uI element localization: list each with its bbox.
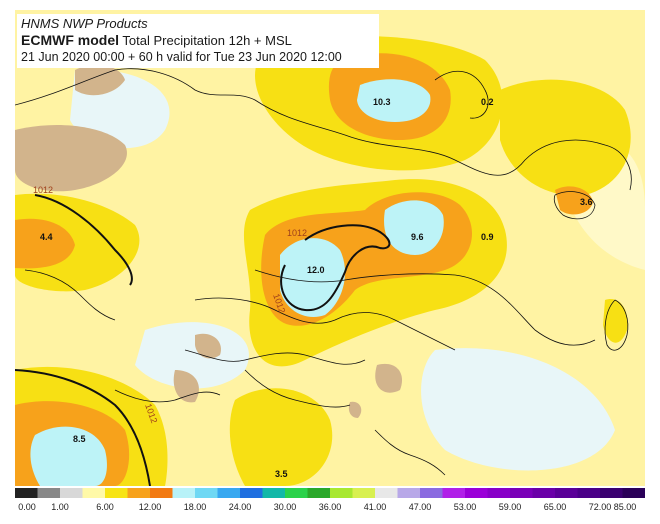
coastlines [15, 68, 632, 476]
colorbar-swatch [622, 488, 645, 498]
colorbar-swatch [532, 488, 556, 498]
colorbar-tick-label: 59.00 [498, 502, 522, 512]
colorbar-swatch [510, 488, 533, 498]
precip-field-pale [135, 322, 249, 389]
precip-field-pale [421, 348, 615, 471]
isobar-label: 1012 [33, 185, 53, 195]
colorbar [15, 488, 645, 498]
colorbar-swatch [60, 488, 83, 498]
precip-field-cyan [280, 238, 345, 318]
precip-field-cyan [384, 200, 444, 255]
colorbar-tick-label: 1.00 [51, 502, 69, 512]
colorbar-swatch [240, 488, 263, 498]
colorbar-swatch [105, 488, 128, 498]
colorbar-tick-label: 36.00 [318, 502, 342, 512]
precip-max-label: 0.9 [481, 232, 494, 242]
colorbar-tick-label: 12.00 [138, 502, 162, 512]
colorbar-swatch [15, 488, 38, 498]
colorbar-swatch [307, 488, 331, 498]
colorbar-swatch [577, 488, 601, 498]
precip-max-label: 12.0 [307, 265, 325, 275]
colorbar-swatch [37, 488, 61, 498]
precip-field-yellow [15, 193, 140, 292]
colorbar-swatch [262, 488, 286, 498]
colorbar-tick-label: 53.00 [453, 502, 477, 512]
colorbar-swatch [172, 488, 196, 498]
precip-max-label: 3.6 [580, 197, 593, 207]
colorbar-swatch [330, 488, 353, 498]
colorbar-tick-label: 72.00 [588, 502, 612, 512]
colorbar-tick-label: 30.00 [273, 502, 297, 512]
land-patch [375, 363, 403, 393]
colorbar-swatch [217, 488, 241, 498]
precip-field-cyan [357, 79, 431, 122]
colorbar-tick-label: 18.00 [183, 502, 207, 512]
colorbar-swatch [600, 488, 623, 498]
land-patch [15, 125, 127, 192]
colorbar-tick-label: 0.00 [18, 502, 36, 512]
colorbar-swatch [555, 488, 578, 498]
colorbar-swatch [82, 488, 106, 498]
precipitation-map[interactable]: 10.3 0.2 3.6 4.4 9.6 0.9 12.0 8.5 3.5 10… [15, 10, 645, 498]
colorbar-swatch [465, 488, 488, 498]
precip-max-label: 8.5 [73, 434, 86, 444]
precip-max-label: 3.5 [275, 469, 288, 479]
land-patch [195, 333, 221, 359]
precip-max-label: 0.2 [481, 97, 494, 107]
precip-field-cyan [30, 426, 107, 486]
precip-field-yellow [500, 79, 631, 196]
precip-max-labels: 10.3 0.2 3.6 4.4 9.6 0.9 12.0 8.5 3.5 [40, 97, 593, 479]
validity-line: 21 Jun 2020 00:00 + 60 h valid for Tue 2… [21, 50, 342, 64]
land-patch [348, 401, 362, 418]
colorbar-swatch [150, 488, 173, 498]
colorbar-swatch [397, 488, 421, 498]
title-box: HNMS NWP Products ECMWF model Total Prec… [17, 14, 379, 68]
colorbar-swatch [195, 488, 218, 498]
colorbar-tick-label: 24.00 [228, 502, 252, 512]
colorbar-swatch [487, 488, 511, 498]
land-patch [75, 64, 125, 96]
colorbar-labels: 0.00 1.00 6.00 12.00 18.00 24.00 30.00 36.00 41.… [15, 502, 645, 516]
isobar-label: 1012 [287, 228, 307, 238]
colorbar-swatch [285, 488, 308, 498]
colorbar-tick-label: 41.00 [363, 502, 387, 512]
isobars [15, 194, 391, 486]
product-title: ECMWF model Total Precipitation 12h + MS… [21, 32, 375, 49]
precip-max-label: 4.4 [40, 232, 53, 242]
model-name: ECMWF model [21, 32, 119, 48]
colorbar-swatch [420, 488, 443, 498]
precip-max-label: 9.6 [411, 232, 424, 242]
colorbar-tick-label: 85.00 [613, 502, 637, 512]
colorbar-swatch [442, 488, 466, 498]
precip-field-orange [555, 186, 593, 215]
colorbar-tick-label: 65.00 [543, 502, 567, 512]
provider-title: HNMS NWP Products [21, 16, 148, 31]
colorbar-tick-label: 6.00 [96, 502, 114, 512]
colorbar-swatch [352, 488, 376, 498]
precip-field-yellow [603, 299, 628, 343]
colorbar-tick-label: 47.00 [408, 502, 432, 512]
colorbar-swatch [375, 488, 398, 498]
precip-field-orange [15, 218, 75, 269]
precip-max-label: 10.3 [373, 97, 391, 107]
product-name: Total Precipitation 12h + MSL [122, 33, 292, 48]
precip-field-yellow [229, 388, 333, 486]
colorbar-swatch [127, 488, 151, 498]
